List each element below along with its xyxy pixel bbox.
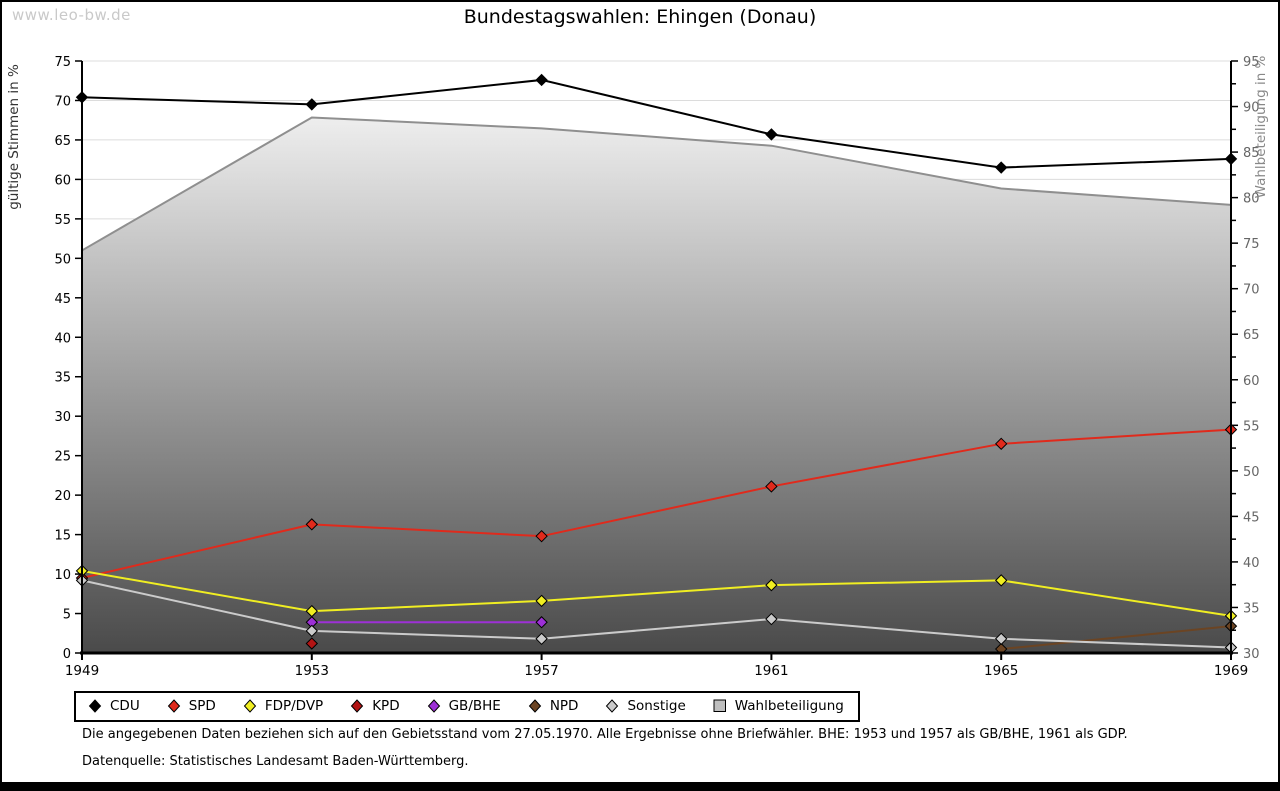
- data-point-spd-1957: [535, 529, 548, 543]
- legend-label: Sonstige: [627, 698, 686, 714]
- left-tick-label: 5: [63, 608, 71, 623]
- series-line-fdp-dvp: [81, 569, 1232, 617]
- right-tick-label: 65: [1243, 328, 1260, 343]
- series-fdp-dvp: [75, 564, 1238, 623]
- left-tick-label: 40: [54, 331, 71, 346]
- x-tick-label-1953: 1953: [295, 663, 329, 679]
- series-line-cdu: [81, 78, 1232, 169]
- legend-label: Wahlbeteiligung: [734, 698, 844, 714]
- x-tick-label-1949: 1949: [65, 663, 99, 679]
- data-point-spd-1953: [305, 518, 319, 531]
- left-tick-label: 30: [54, 410, 71, 425]
- right-tick-label: 45: [1243, 510, 1260, 525]
- diamond-marker-icon: [88, 699, 102, 713]
- data-point-spd-1965: [994, 437, 1008, 451]
- diamond-marker-icon: [243, 699, 256, 713]
- legend-item-cdu: CDU: [88, 698, 140, 714]
- axes: 0 5 10 15 20 25 30 35 40 45 50 55 60 65 70 75 30 35 40 45 50…: [6, 55, 1269, 679]
- diamond-marker-icon: [167, 699, 180, 713]
- legend: CDU SPD FDP/DVP KPD GB/BHE NPD Sonstige Wahlbet…: [74, 691, 860, 722]
- legend-label: CDU: [110, 698, 140, 714]
- chart-canvas: 0 5 10 15 20 25 30 35 40 45 50 55 60 65 70 75 30 35 40 45 50…: [6, 55, 1269, 679]
- data-point-fdp-dvp-1961: [765, 578, 778, 592]
- legend-item-fdp-dvp: FDP/DVP: [243, 698, 323, 714]
- right-tick-label: 40: [1243, 556, 1260, 571]
- legend-label: NPD: [549, 698, 579, 714]
- series-border-wahlbeteiligung: [81, 116, 1232, 252]
- left-tick-label: 60: [54, 173, 71, 188]
- left-tick-label: 35: [54, 371, 71, 386]
- note-datenquelle: Datenquelle: Statistisches Landesamt Bad…: [82, 754, 469, 769]
- left-tick-label: 45: [54, 292, 71, 307]
- diamond-marker-icon: [427, 699, 440, 713]
- legend-item-npd: NPD: [528, 698, 579, 714]
- series-gb-bhe: [305, 616, 548, 629]
- left-tick-label: 70: [54, 94, 71, 109]
- data-point-gb-bhe-1957: [535, 616, 548, 629]
- data-point-sonstige-1965: [994, 632, 1008, 645]
- data-point-sonstige-1953: [305, 624, 319, 638]
- right-tick-label: 85: [1243, 146, 1260, 161]
- right-tick-label: 60: [1243, 374, 1260, 389]
- data-point-cdu-1957: [535, 73, 548, 87]
- right-tick-label: 30: [1243, 647, 1260, 662]
- left-tick-label: 0: [63, 647, 71, 662]
- legend-item-kpd: KPD: [350, 698, 400, 714]
- legend-item-spd: SPD: [167, 698, 216, 714]
- data-point-fdp-dvp-1965: [994, 574, 1008, 587]
- data-point-spd-1961: [765, 480, 778, 493]
- right-tick-label: 80: [1243, 192, 1260, 207]
- x-tick-label-1957: 1957: [524, 663, 558, 679]
- series-kpd: [305, 637, 319, 650]
- left-tick-label: 20: [54, 489, 71, 504]
- data-point-kpd-1953: [305, 637, 319, 650]
- right-tick-label: 95: [1243, 55, 1260, 70]
- diamond-marker-icon: [528, 699, 541, 713]
- left-axis-title: gültige Stimmen in %: [6, 64, 22, 210]
- diamond-marker-icon: [351, 699, 364, 713]
- legend-label: FDP/DVP: [264, 698, 324, 714]
- right-tick-label: 70: [1243, 283, 1260, 298]
- left-tick-label: 55: [54, 213, 71, 228]
- right-tick-label: 75: [1243, 237, 1260, 252]
- series-line-spd: [81, 428, 1232, 579]
- left-tick-label: 50: [54, 252, 71, 267]
- series-area-wahlbeteiligung: [82, 117, 1231, 653]
- legend-label: SPD: [188, 698, 216, 714]
- left-tick-label: 25: [54, 450, 71, 465]
- footnotes: Die angegebenen Daten beziehen sich auf …: [82, 727, 1128, 781]
- right-tick-label: 35: [1243, 601, 1260, 616]
- left-tick-label: 75: [54, 55, 71, 70]
- series-line-npd: [1001, 625, 1232, 651]
- square-marker-icon: [713, 699, 726, 712]
- right-tick-label: 50: [1243, 465, 1260, 480]
- legend-label: GB/BHE: [448, 698, 501, 714]
- series-line-sonstige: [81, 579, 1232, 649]
- legend-item-wahlbeteiligung: Wahlbeteiligung: [713, 698, 844, 714]
- watermark: www.leo-bw.de: [12, 6, 131, 24]
- data-point-fdp-dvp-1957: [535, 594, 548, 608]
- left-tick-label: 15: [54, 529, 71, 544]
- page-title: Bundestagswahlen: Ehingen (Donau): [463, 6, 817, 28]
- right-tick-label: 55: [1243, 419, 1260, 434]
- x-tick-label-1969: 1969: [1214, 663, 1248, 679]
- diamond-marker-icon: [606, 699, 619, 713]
- data-point-sonstige-1957: [535, 632, 548, 645]
- data-point-sonstige-1961: [765, 612, 778, 626]
- note-gebietsstand: Die angegebenen Daten beziehen sich auf …: [82, 727, 1128, 742]
- data-point-cdu-1961: [765, 128, 778, 141]
- right-tick-label: 90: [1243, 101, 1260, 116]
- x-tick-label-1961: 1961: [754, 663, 788, 679]
- legend-item-sonstige: Sonstige: [605, 698, 686, 714]
- left-tick-label: 10: [54, 568, 71, 583]
- x-tick-label-1965: 1965: [984, 663, 1018, 679]
- data-point-cdu-1953: [305, 98, 319, 111]
- data-point-cdu-1965: [994, 161, 1008, 174]
- right-axis-title: Wahlbeteiligung in %: [1253, 55, 1269, 198]
- legend-label: KPD: [372, 698, 400, 714]
- left-tick-label: 65: [54, 134, 71, 149]
- legend-item-gb-bhe: GB/BHE: [427, 698, 501, 714]
